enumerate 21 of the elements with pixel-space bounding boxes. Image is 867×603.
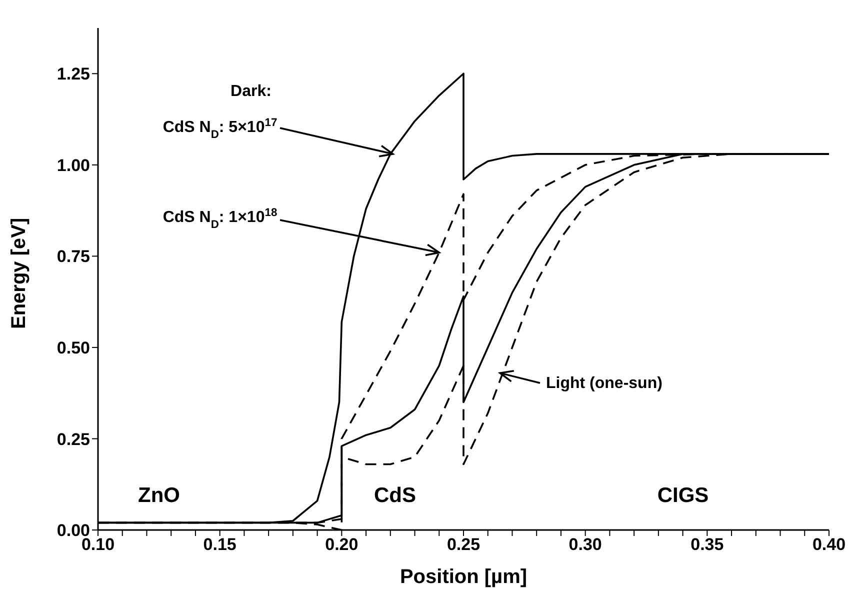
x-tick-label: 0.25 <box>446 535 480 554</box>
y-tick-label: 0.25 <box>56 430 90 449</box>
annotation: Light (one-sun) <box>546 375 662 392</box>
x-tick-label: 0.30 <box>568 535 602 554</box>
annotation: CIGS <box>657 484 709 507</box>
y-axis-title: Energy [eV] <box>8 218 30 329</box>
y-tick-label: 1.25 <box>56 64 90 84</box>
annotation: ZnO <box>138 484 180 507</box>
x-tick-label: 0.10 <box>81 535 115 554</box>
y-tick-label: 0.75 <box>56 247 90 266</box>
x-tick-label: 0.20 <box>325 535 358 554</box>
y-tick-label: 1.00 <box>56 156 90 175</box>
x-axis-title: Position [µm] <box>400 566 528 588</box>
x-tick-label: 0.40 <box>812 535 846 554</box>
annotation: CdS <box>374 484 416 507</box>
x-tick-label: 0.15 <box>203 535 236 554</box>
annotation: CdS N$_{D}$: 5×10$^{17}$ <box>162 117 278 141</box>
y-tick-label: 0.50 <box>56 338 90 358</box>
annotation: Dark: <box>230 83 272 100</box>
x-tick-label: 0.35 <box>690 535 724 554</box>
annotation: CdS N$_{D}$: 1×10$^{18}$ <box>162 207 278 231</box>
